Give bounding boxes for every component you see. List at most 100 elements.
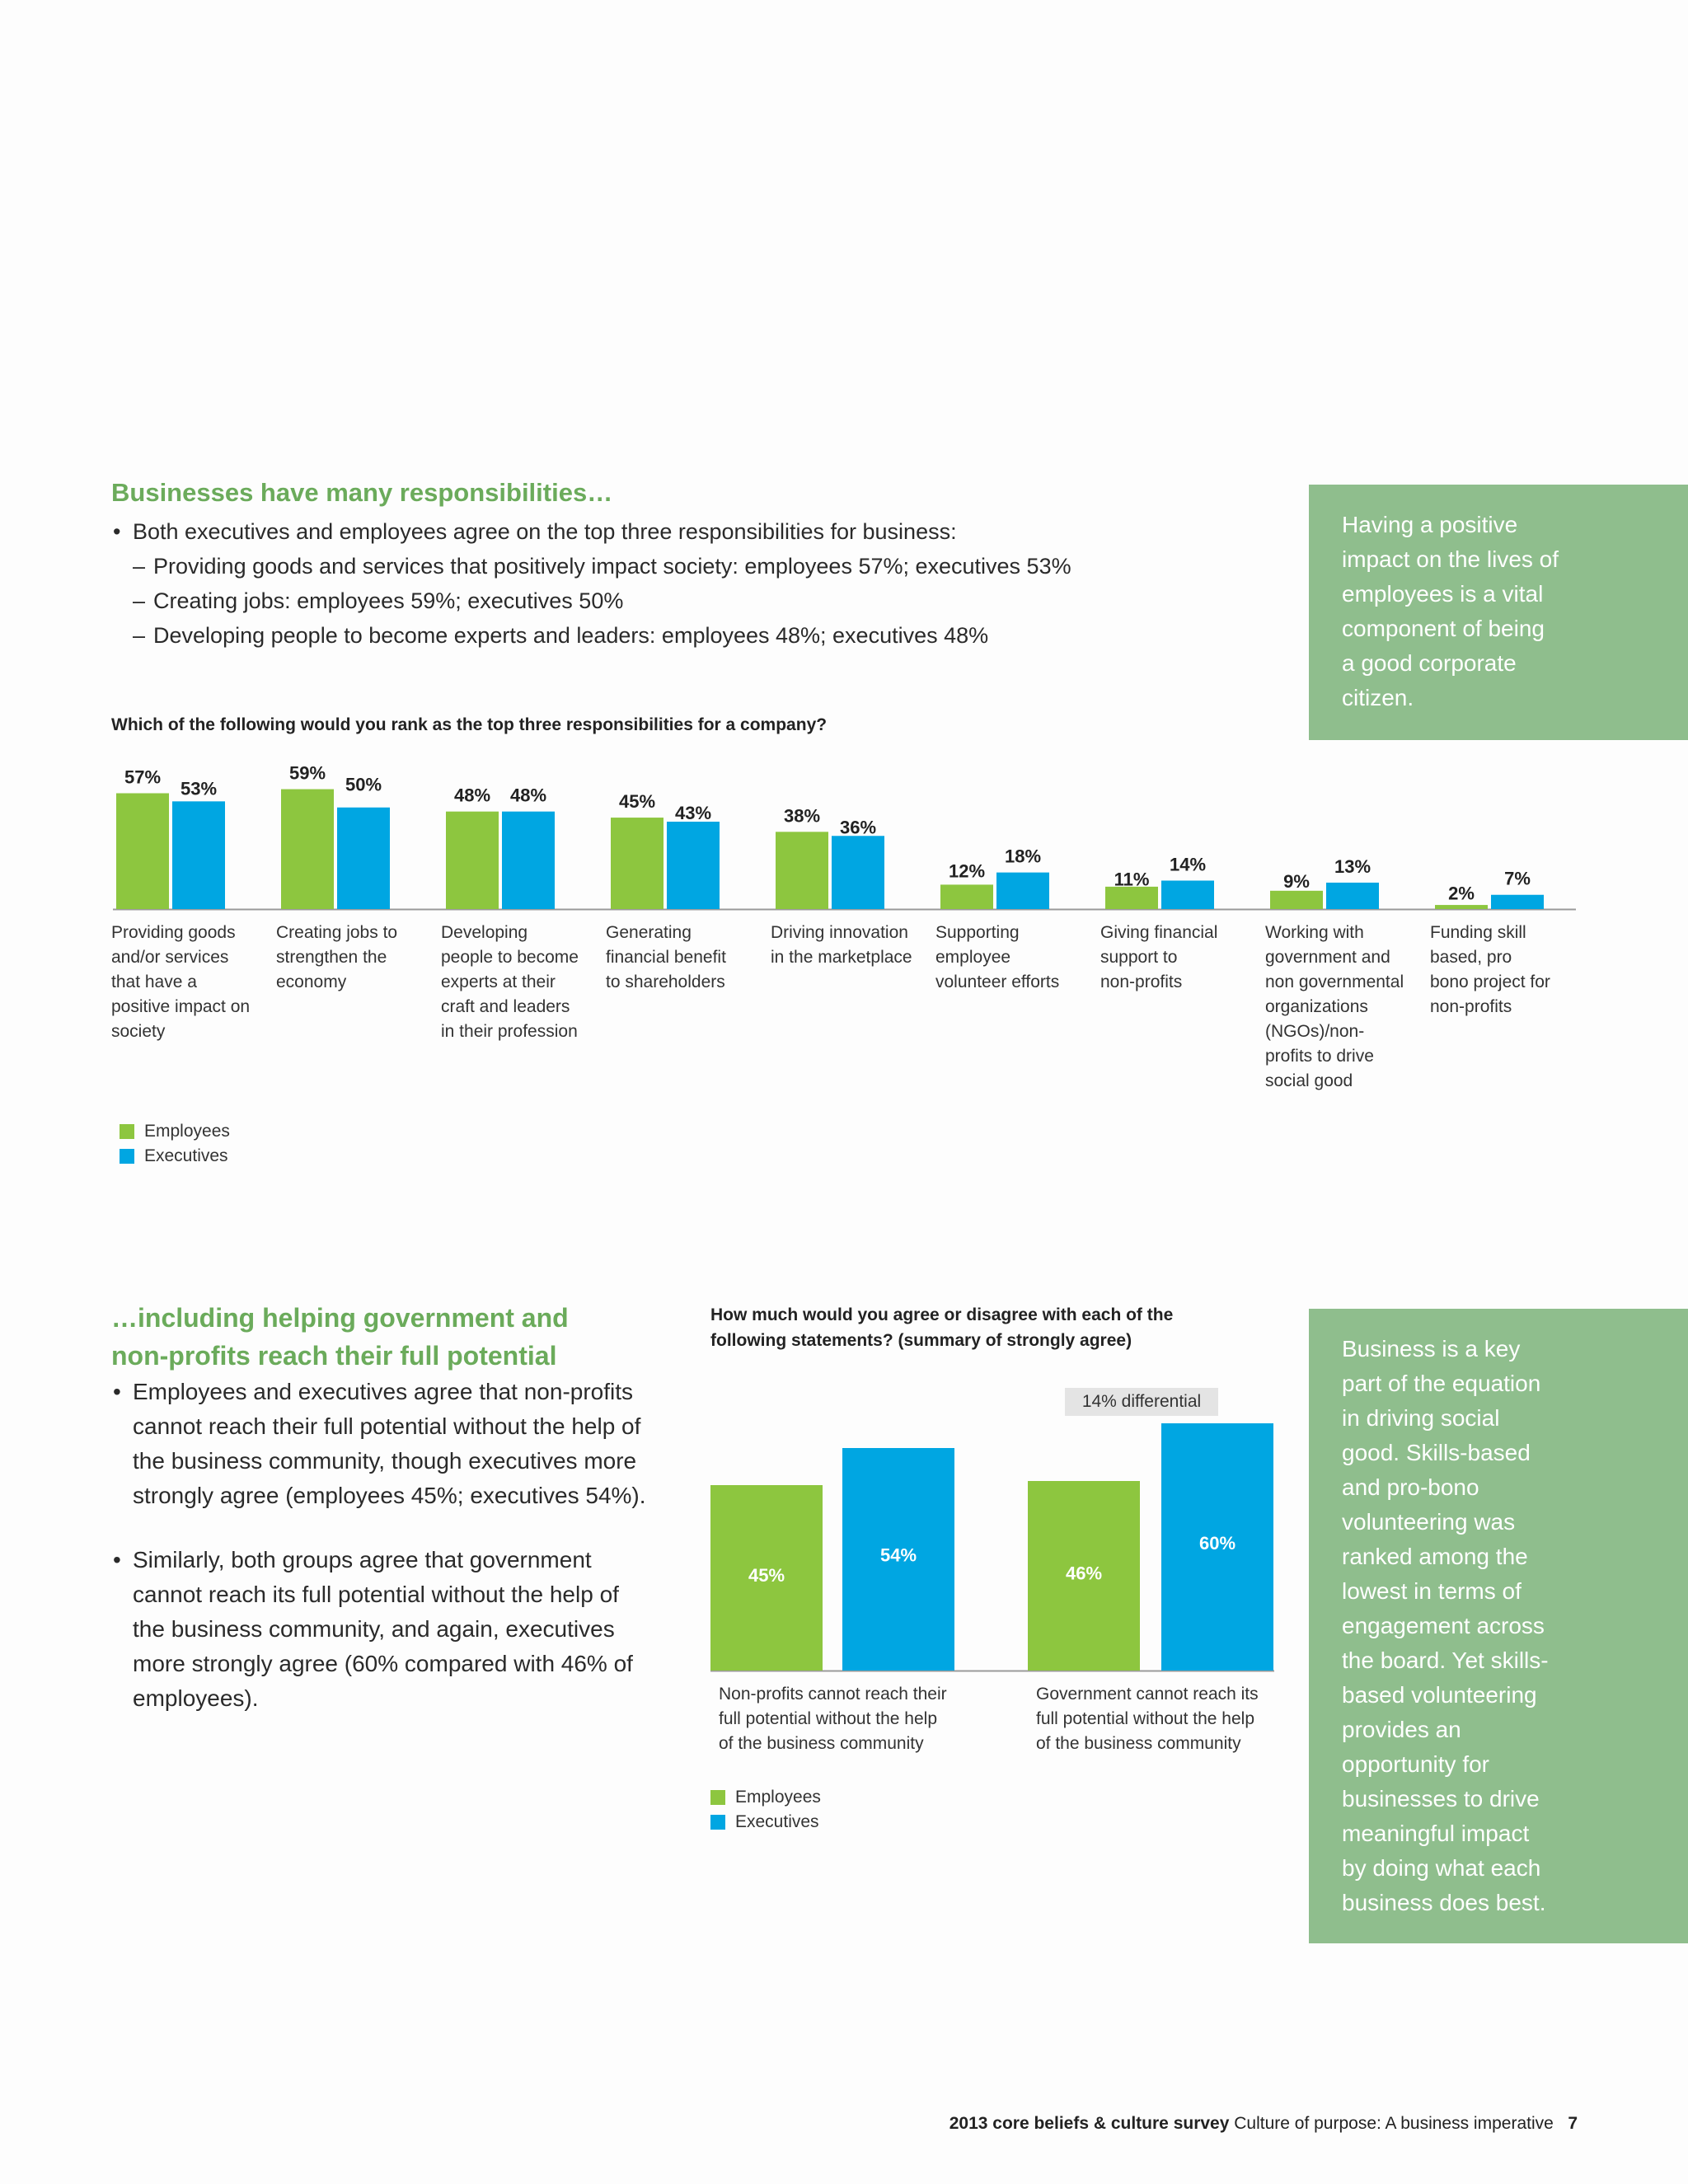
callout-line: volunteering was (1342, 1509, 1516, 1535)
category-label-line: and/or services (111, 948, 229, 967)
value-label-employees: 48% (454, 785, 490, 806)
category-label-line: Creating jobs to (276, 923, 398, 942)
category-label-line: Providing goods (111, 923, 236, 942)
category-label-line: full potential without the help (1036, 1709, 1255, 1728)
bar-executives (842, 1448, 954, 1671)
dash-item: – Providing goods and services that posit… (133, 554, 1071, 579)
value-label-employees: 45% (748, 1565, 785, 1586)
category-label-line: in the marketplace (771, 948, 912, 967)
category-label-line: Generating (606, 923, 692, 942)
section2-title: …including helping government and non-pr… (111, 1299, 569, 1375)
legend-swatch-executives (120, 1149, 134, 1164)
callout-line: Business is a key (1342, 1336, 1521, 1361)
bar-executives (1491, 894, 1544, 909)
category-label-line: of the business community (1036, 1734, 1241, 1753)
value-label-employees: 38% (784, 805, 820, 826)
category-label: Non-profits cannot reach their full poten… (719, 1682, 982, 1756)
page-number: 7 (1568, 2114, 1578, 2133)
callout-line: component of being (1342, 616, 1545, 641)
category-label-line: organizations (1265, 997, 1368, 1016)
section1-title: Businesses have many responsibilities… (111, 478, 613, 507)
chart1-bar-chart: 57% 53% 59% 50% 48% 48% 45% 43% 38% 36% 12% 18% 11% 1… (113, 763, 1576, 911)
category-label-line: non governmental (1265, 972, 1404, 991)
bar-executives (996, 872, 1049, 909)
category-label-line: people to become (441, 948, 579, 967)
legend-swatch-executives (710, 1815, 725, 1830)
legend-label-employees: Employees (144, 1122, 230, 1141)
category-label: Funding skill based, pro bono project for n… (1430, 921, 1587, 1019)
chart2-question: How much would you agree or disagree wit… (710, 1305, 1174, 1350)
bar-executives (502, 811, 555, 909)
chart2-legend: Employees Executives (710, 1785, 821, 1835)
category-label: Creating jobs to strengthen the economy (276, 921, 433, 995)
category-label: Driving innovation in the marketplace (771, 921, 927, 970)
category-label-line: Developing (441, 923, 528, 942)
bar-executives (337, 807, 390, 909)
legend-label-executives: Executives (735, 1812, 819, 1831)
legend-swatch-employees (710, 1790, 725, 1805)
category-label: Giving financial support to non-profits (1100, 921, 1257, 995)
bar-executives (1161, 880, 1214, 909)
category-label-line: of the business community (719, 1734, 924, 1753)
category-label: Generating financial benefit to shareholde… (606, 921, 762, 995)
category-label-line: Driving innovation (771, 923, 908, 942)
value-label-executives: 13% (1334, 856, 1371, 877)
callout-line: opportunity for (1342, 1751, 1489, 1777)
value-label-employees: 45% (619, 791, 655, 812)
bullet-item: • Both executives and employees agree on … (113, 519, 957, 544)
category-label-line: financial benefit (606, 948, 726, 967)
category-label-line: Giving financial (1100, 923, 1218, 942)
section1-bullets: • Both executives and employees agree on … (113, 514, 1283, 653)
category-label-line: that have a (111, 972, 197, 991)
page-footer: 2013 core beliefs & culture survey Cultu… (950, 2114, 1578, 2134)
bar-executives (1326, 882, 1379, 909)
bar-executives (1161, 1423, 1273, 1671)
category-label: Developing people to become experts at the… (441, 921, 598, 1044)
callout-box-1: Having a positive impact on the lives of… (1309, 485, 1688, 740)
category-label-line: Working with (1265, 923, 1364, 942)
callout-line: lowest in terms of (1342, 1578, 1522, 1604)
value-label-employees: 46% (1066, 1563, 1102, 1584)
callout-line: good. Skills-based (1342, 1440, 1531, 1465)
category-label: Providing goods and/or services that have … (111, 921, 268, 1044)
bar-executives (172, 801, 225, 909)
section2-bullets: • Employees and executives agree that no… (113, 1375, 673, 1716)
legend-swatch-employees (120, 1124, 134, 1139)
bullet-item: • Employees and executives agree that no… (113, 1379, 646, 1508)
category-label-line: full potential without the help (719, 1709, 938, 1728)
callout-line: in driving social (1342, 1405, 1500, 1431)
chart1-legend: Employees Executives (120, 1119, 230, 1169)
value-label-executives: 53% (181, 778, 217, 799)
bar-employees (710, 1485, 823, 1671)
callout-line: part of the equation (1342, 1371, 1541, 1396)
section2-title-line: …including helping government and (111, 1303, 569, 1333)
value-label-executives: 48% (510, 785, 546, 806)
callout-line: Having a positive (1342, 512, 1518, 537)
bar-employees (446, 811, 499, 909)
bar-employees (1105, 886, 1158, 909)
callout-line: based volunteering (1342, 1682, 1537, 1708)
category-label-line: economy (276, 972, 347, 991)
value-label-executives: 60% (1199, 1533, 1236, 1554)
callout-box-2: Business is a key part of the equation i… (1309, 1309, 1688, 1943)
category-label-line: experts at their (441, 972, 556, 991)
bullet-item: • Similarly, both groups agree that gove… (113, 1547, 633, 1711)
callout-line: and pro-bono (1342, 1474, 1479, 1500)
category-label-line: support to (1100, 948, 1178, 967)
callout-line: the board. Yet skills- (1342, 1647, 1549, 1673)
value-label-executives: 36% (840, 817, 876, 837)
category-label-line: government and (1265, 948, 1390, 967)
bar-executives (832, 836, 884, 909)
value-label-executives: 18% (1005, 846, 1041, 867)
category-label-line: bono project for (1430, 972, 1550, 991)
bar-employees (776, 832, 828, 909)
category-label-line: (NGOs)/non- (1265, 1022, 1365, 1041)
dash-item: – Creating jobs: employees 59%; executive… (133, 588, 624, 613)
category-label-line: to shareholders (606, 972, 725, 991)
chart2-bar-chart: 45% 54% 46% 60% (710, 1423, 1274, 1672)
category-label-line: strengthen the (276, 948, 387, 967)
category-label-line: Funding skill (1430, 923, 1526, 942)
category-label-line: non-profits (1100, 972, 1183, 991)
category-label-line: employee (935, 948, 1011, 967)
category-label-line: profits to drive (1265, 1047, 1374, 1066)
